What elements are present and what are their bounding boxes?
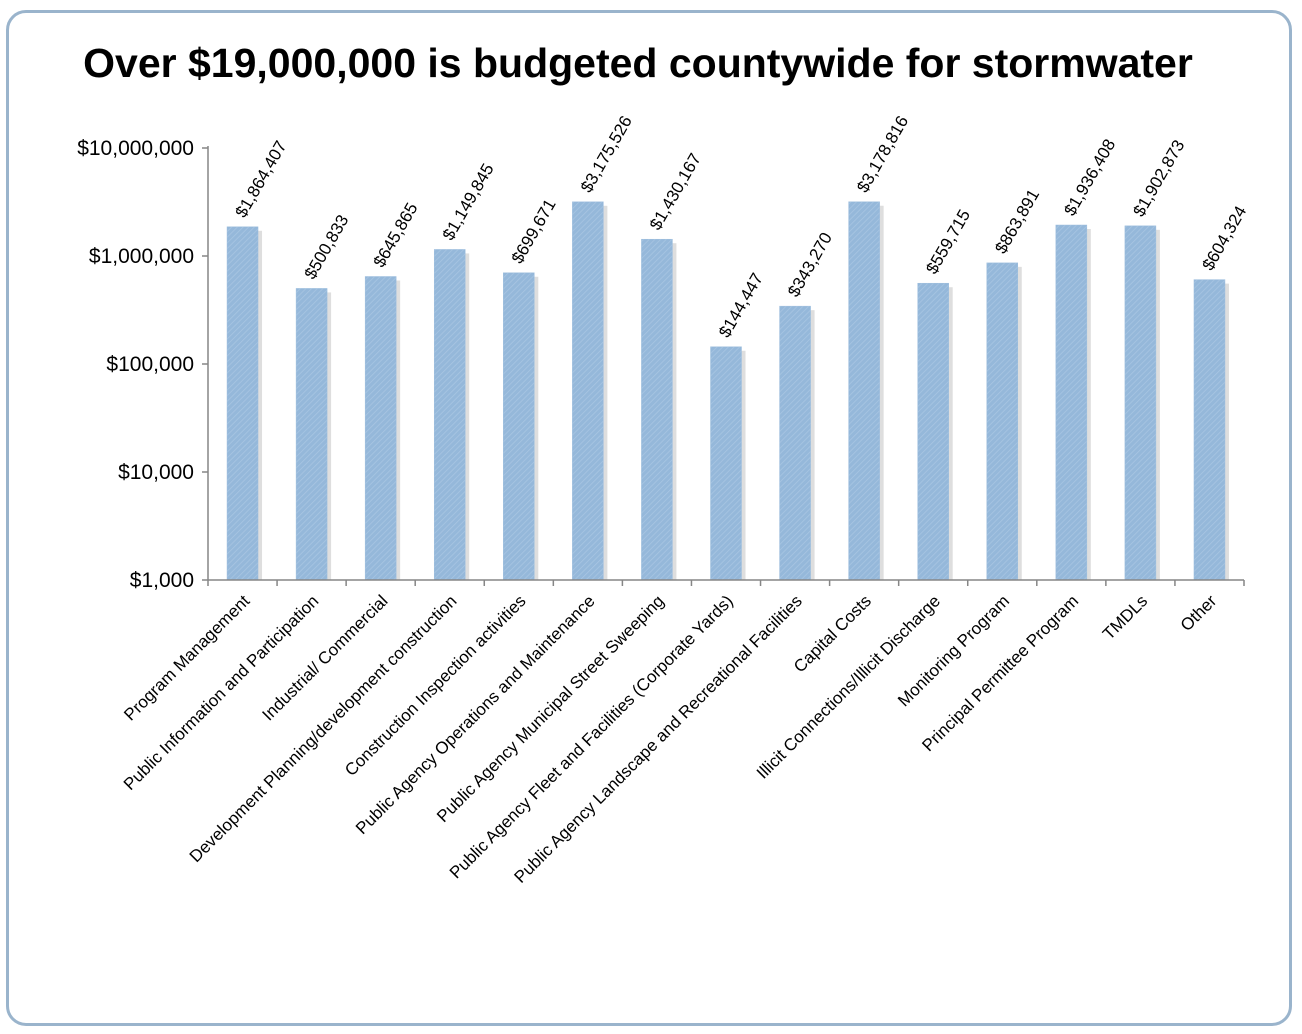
data-label: $1,936,408 — [1060, 136, 1119, 219]
bar — [433, 249, 466, 581]
bar — [503, 272, 535, 581]
chart-title: Over $19,000,000 is budgeted countywide … — [83, 40, 1193, 86]
category-label: Other — [1177, 591, 1221, 635]
data-label: $699,671 — [508, 196, 560, 267]
data-label: $1,430,167 — [646, 150, 705, 233]
bar — [848, 201, 880, 581]
data-label: $559,715 — [922, 206, 974, 277]
bar — [1124, 225, 1157, 581]
bar — [986, 262, 1019, 581]
data-label: $604,324 — [1198, 203, 1250, 274]
category-label: Public Agency Operations and Maintenance — [352, 591, 599, 838]
y-tick-label: $100,000 — [106, 353, 194, 376]
data-label: $500,833 — [301, 212, 353, 283]
bar — [1193, 279, 1226, 581]
bar — [364, 276, 397, 581]
y-tick-label: $10,000,000 — [77, 137, 194, 160]
data-label: $645,865 — [370, 200, 422, 271]
data-label: $343,270 — [784, 229, 836, 300]
data-label: $1,902,873 — [1129, 137, 1188, 220]
y-tick-label: $1,000,000 — [89, 245, 194, 268]
y-tick-label: $1,000 — [130, 569, 194, 592]
bar — [779, 305, 811, 581]
category-label: Program Management — [120, 591, 253, 724]
bar — [1055, 224, 1088, 581]
category-label: Development Planning/development constru… — [186, 591, 461, 866]
data-label: $863,891 — [991, 186, 1043, 257]
category-label: TMDLs — [1099, 591, 1151, 643]
data-label: $144,447 — [715, 270, 767, 341]
bar — [710, 346, 742, 581]
bar — [641, 238, 673, 581]
bar — [917, 282, 949, 581]
bar — [226, 226, 259, 581]
bar — [295, 288, 328, 581]
data-label: $1,149,845 — [439, 160, 498, 243]
data-label: $3,175,526 — [577, 113, 636, 196]
y-tick-label: $10,000 — [118, 461, 194, 484]
data-label: $3,178,816 — [853, 113, 912, 196]
data-label: $1,864,407 — [232, 138, 291, 221]
bar — [572, 201, 604, 581]
category-label: Industrial/ Commercial — [258, 591, 391, 724]
